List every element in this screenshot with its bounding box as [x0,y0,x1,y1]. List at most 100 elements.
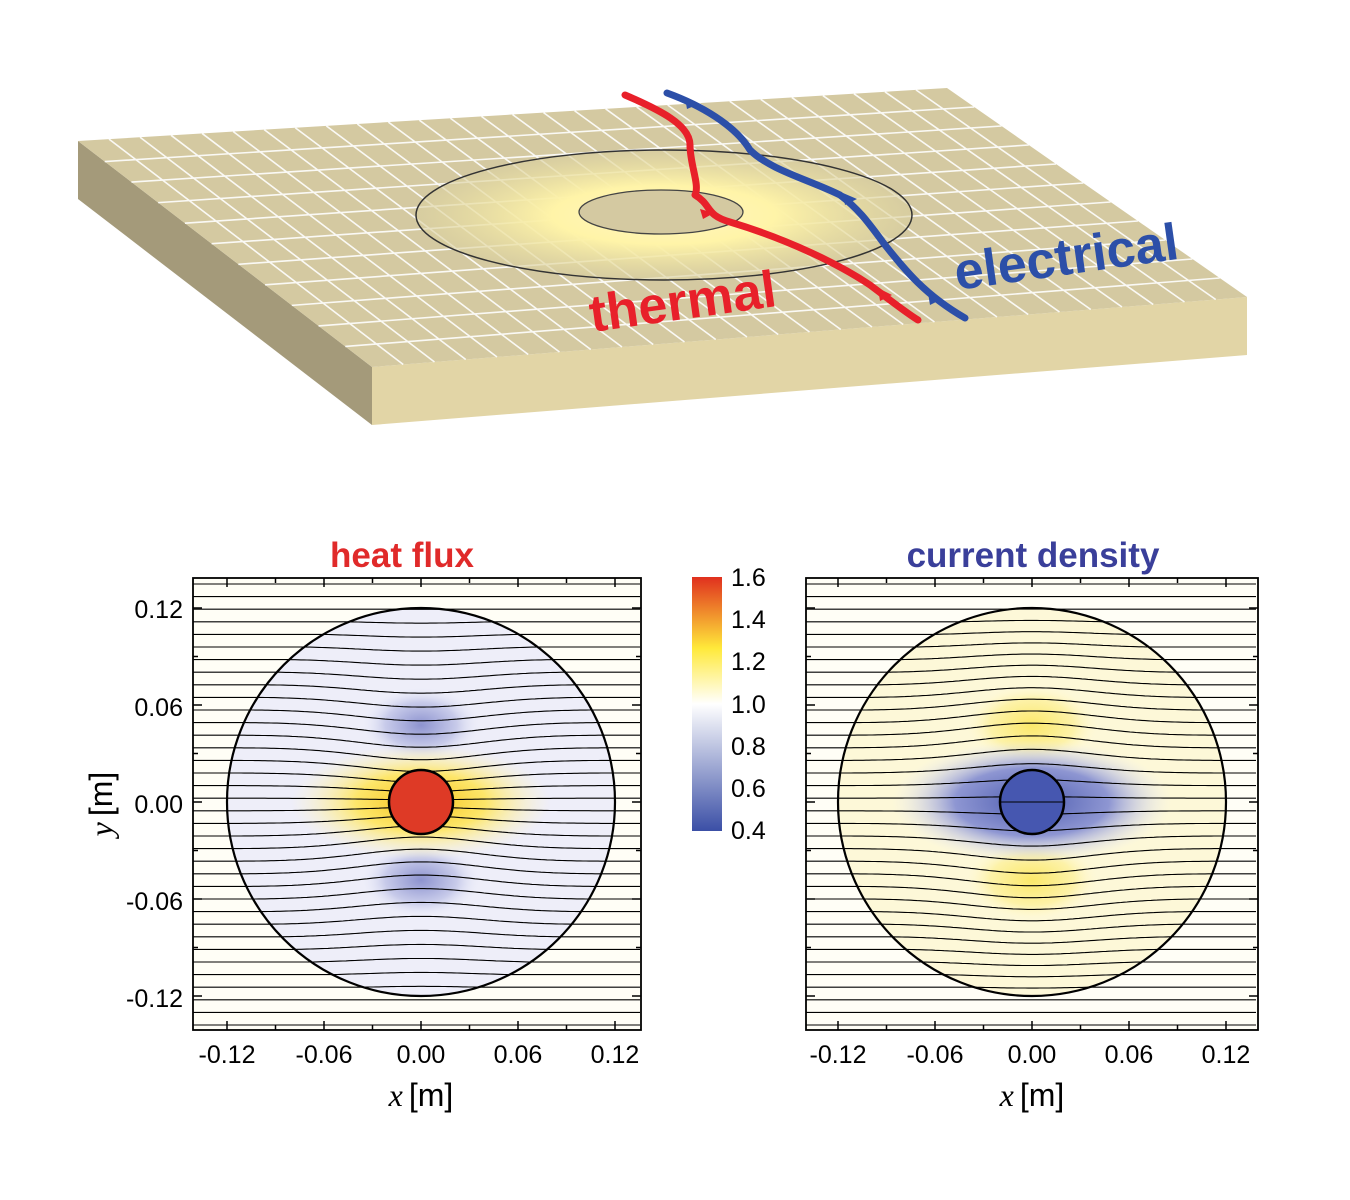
streamline [806,860,1256,874]
streamline [193,971,640,976]
streamline [193,633,640,638]
electrical-arrow-icon [685,98,699,109]
cloak-ring [415,149,913,281]
streamline [806,911,1256,922]
streamline [806,835,1256,847]
x-tick-label: -0.12 [199,1041,256,1069]
grid-line [232,130,529,356]
streamline [806,735,1256,749]
streamline [806,763,1256,774]
current-density-ticks [806,578,1258,1030]
grid-line [318,258,1193,327]
heat-flux-title: heat flux [330,536,474,575]
heat-flux-core [387,768,455,836]
thermal-arrow-icon [700,209,714,219]
x-tick-label: 0.00 [397,1041,446,1069]
colorbar-tick-labels: 1.6 1.4 1.2 1.0 0.8 0.6 0.4 [731,564,766,845]
heat-flux-y-tick-labels: 0.12 0.06 0.00 -0.06 -0.12 [126,596,183,1013]
slab-front-face [372,297,1247,425]
grid-line [884,91,1185,303]
current-density-outer-boundary [836,606,1228,998]
streamline [806,698,1256,711]
heat-flux-frame [192,577,642,1031]
colorbar-tick-label: 1.2 [731,648,766,676]
grid-line [915,89,1217,301]
y-tick-label: 0.00 [134,791,183,819]
colorbar-tick-label: 0.6 [731,775,766,803]
y-tick-label: -0.12 [126,985,183,1013]
x-tick-label: -0.12 [810,1041,867,1069]
streamline [806,885,1256,899]
thermal-arrow-icon [878,288,892,301]
colorbar-tick-label: 1.6 [731,564,766,592]
x-tick-label: 0.06 [1105,1041,1154,1069]
streamline [806,664,1256,673]
streamline [806,986,1256,989]
y-tick-label: 0.06 [134,694,183,722]
x-tick-label: -0.06 [296,1041,353,1069]
grid-line [104,106,975,163]
x-tick-label: 0.00 [1008,1041,1057,1069]
streamline [193,747,640,761]
streamline [193,836,640,850]
streamline [193,621,640,624]
streamline [806,748,1256,761]
grid-line [822,94,1123,308]
colorbar-gradient [692,577,722,831]
x-tick-label: 0.12 [1202,1041,1251,1069]
streamline [193,709,640,722]
grid-line [139,136,435,363]
streamline [806,653,1256,661]
streamline [806,675,1256,686]
heat-flux-x-axis-label: x [m] [388,1077,454,1113]
heat-flux-outer-boundary [225,606,617,998]
streamline [806,961,1256,967]
streamline [193,874,640,887]
x-tick-label: 0.12 [591,1041,640,1069]
streamline [193,848,640,862]
grid-line [108,138,404,366]
current-density-panel: current density -0.12 -0.06 0.00 0.06 0.… [805,536,1259,1113]
streamline [806,848,1256,861]
y-tick-label: 0.12 [134,596,183,624]
streamline [806,710,1256,724]
colorbar: 1.6 1.4 1.2 1.0 0.8 0.6 0.4 [692,564,766,845]
streamline [193,915,640,925]
streamline [193,861,640,875]
grid-line [345,277,1220,348]
streamline [193,734,640,748]
streamline [806,898,1256,910]
grid-line [201,132,498,358]
grid-line [170,134,467,361]
grid-line [263,129,560,353]
streamline [193,722,640,735]
streamline [806,642,1256,648]
y-tick-label: -0.06 [126,888,183,916]
streamline [806,974,1256,978]
streamline [806,722,1256,736]
streamline [806,631,1256,635]
heat-flux-panel: heat flux 0.12 0.06 0.00 -0.06 -0.12 -0.… [83,536,642,1113]
streamline [193,985,640,988]
streamline [806,687,1256,698]
heat-flux-ticks [193,578,641,1030]
streamline [806,948,1256,955]
colorbar-tick-label: 0.4 [731,817,766,845]
streamline [193,696,640,708]
grid-line [131,125,1002,183]
colorbar-tick-label: 1.4 [731,606,766,634]
streamline [193,659,640,666]
grid-line [791,96,1092,311]
current-density-x-axis-label: x [m] [999,1077,1065,1113]
thermal-path [621,91,922,324]
streamline [193,888,640,900]
heat-flux-x-tick-labels: -0.12 -0.06 0.00 0.06 0.12 [199,1041,640,1069]
x-tick-label: 0.06 [494,1041,543,1069]
current-density-x-tick-labels: -0.12 -0.06 0.00 0.06 0.12 [810,1041,1251,1069]
x-tick-label: -0.06 [907,1041,964,1069]
slab-left-face [78,141,372,425]
streamline [806,873,1256,887]
slab-illustration: thermal electrical [78,88,1247,425]
streamline [193,929,640,938]
